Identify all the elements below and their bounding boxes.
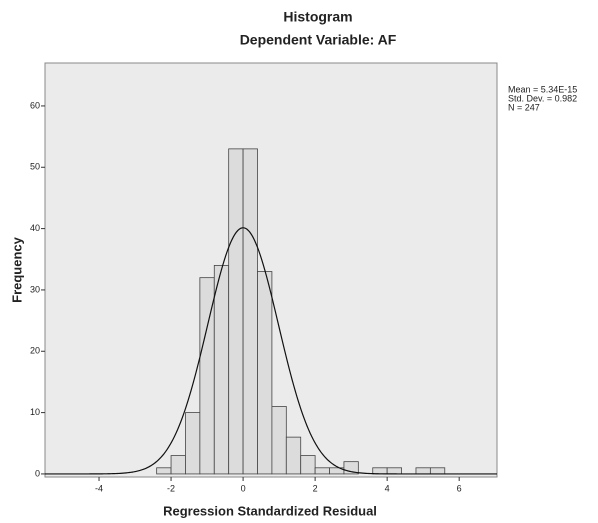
- y-tick-label: 60: [30, 100, 40, 110]
- bar: [285, 436, 302, 475]
- chart-title: Histogram: [283, 9, 352, 25]
- bar: [170, 455, 186, 475]
- stat-label: Std. Dev. = 0.982: [508, 93, 577, 103]
- x-tick-label: -2: [167, 483, 175, 493]
- y-axis-label: Frequency: [9, 236, 24, 303]
- bar: [415, 467, 431, 475]
- y-tick-label: 50: [30, 162, 40, 172]
- y-tick-label: 20: [30, 346, 40, 356]
- x-tick-label: 2: [313, 483, 318, 493]
- bar: [213, 264, 230, 475]
- y-tick-label: 0: [35, 468, 40, 478]
- bar: [228, 148, 244, 475]
- normal-curve: [45, 227, 497, 475]
- bar: [386, 467, 402, 475]
- stat-label: N = 247: [508, 102, 540, 112]
- bar: [185, 412, 201, 475]
- y-tick-label: 40: [30, 223, 40, 233]
- x-tick-label: 4: [385, 483, 390, 493]
- x-tick-label: 0: [241, 483, 246, 493]
- x-tick-label: 6: [457, 483, 462, 493]
- bar: [156, 467, 172, 475]
- bar: [372, 467, 388, 475]
- y-tick-label: 30: [30, 284, 40, 294]
- stat-label: Mean = 5.34E-15: [508, 84, 577, 94]
- x-axis-label: Regression Standardized Residual: [163, 503, 377, 518]
- bar: [429, 467, 446, 475]
- bar: [257, 271, 273, 475]
- y-tick-label: 10: [30, 407, 40, 417]
- bar: [242, 148, 258, 475]
- x-tick-label: -4: [95, 483, 103, 493]
- bar: [314, 467, 330, 475]
- bar: [300, 455, 316, 475]
- bar: [271, 406, 287, 475]
- chart-subtitle: Dependent Variable: AF: [240, 32, 397, 48]
